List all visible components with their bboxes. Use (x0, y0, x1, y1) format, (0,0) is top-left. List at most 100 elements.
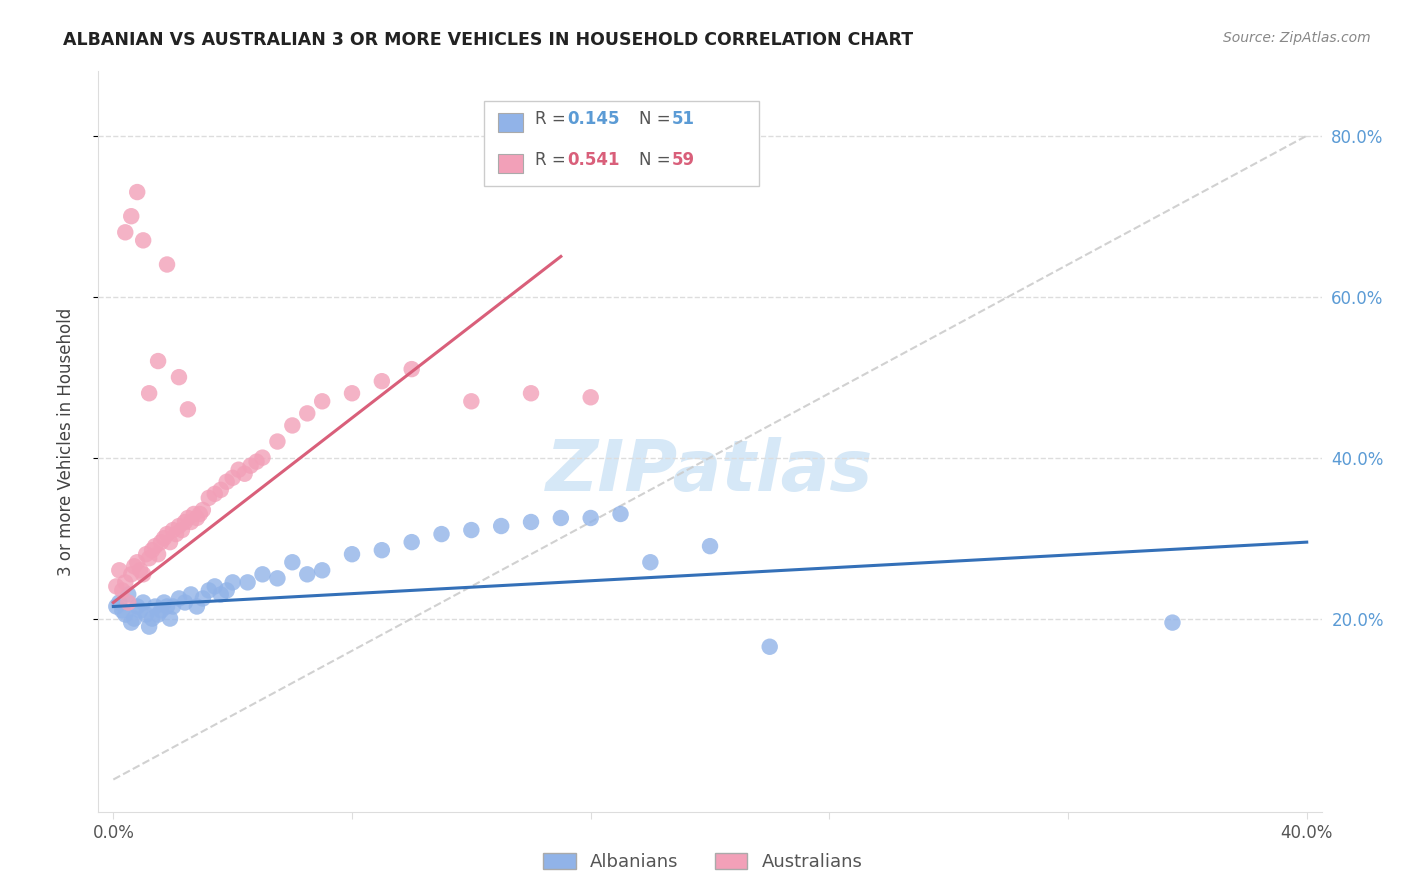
Point (159, 611, 181, 625)
Point (120, 615, 142, 630)
Point (233, 467, 256, 481)
Text: 59: 59 (672, 151, 695, 169)
Point (165, 527, 187, 541)
Point (371, 374, 394, 388)
Point (132, 595, 155, 609)
Point (1161, 615, 1184, 630)
Point (460, 394, 482, 409)
Point (460, 523, 482, 537)
Point (156, 599, 179, 614)
Point (111, 583, 134, 598)
Point (156, 258, 179, 272)
Point (162, 599, 184, 614)
Point (162, 523, 184, 537)
Point (170, 523, 193, 537)
Point (311, 563, 333, 577)
Point (297, 406, 319, 420)
Point (153, 595, 176, 609)
Point (221, 575, 243, 590)
Point (188, 507, 211, 521)
Point (132, 233, 155, 247)
Point (108, 595, 131, 609)
Text: 0.541: 0.541 (567, 151, 620, 169)
FancyBboxPatch shape (498, 153, 523, 173)
Point (114, 575, 136, 590)
Point (520, 515, 543, 529)
Point (281, 555, 304, 569)
Point (138, 619, 160, 633)
Point (117, 595, 139, 609)
Point (340, 386, 363, 401)
Point (209, 483, 232, 497)
Text: R =: R = (536, 151, 571, 169)
Point (266, 434, 288, 449)
Point (186, 599, 208, 614)
Point (132, 567, 155, 582)
Point (138, 551, 160, 566)
Point (141, 611, 163, 625)
FancyBboxPatch shape (484, 101, 759, 186)
Text: N =: N = (640, 111, 676, 128)
Point (579, 511, 602, 525)
Point (266, 571, 288, 585)
Point (520, 386, 543, 401)
Point (129, 603, 152, 617)
Y-axis label: 3 or more Vehicles in Household: 3 or more Vehicles in Household (56, 308, 75, 575)
Point (371, 543, 394, 558)
Point (108, 563, 131, 577)
Text: ZIPatlas: ZIPatlas (547, 437, 873, 506)
Text: Source: ZipAtlas.com: Source: ZipAtlas.com (1223, 31, 1371, 45)
Point (143, 539, 166, 553)
Point (105, 579, 128, 593)
Point (159, 535, 181, 549)
Point (177, 402, 200, 417)
Point (209, 587, 232, 601)
Point (135, 607, 157, 622)
Point (340, 547, 363, 561)
Point (758, 640, 780, 654)
Point (117, 587, 139, 601)
Point (127, 185, 149, 199)
Point (146, 607, 169, 622)
Point (127, 555, 149, 569)
Point (245, 455, 267, 469)
Point (297, 567, 319, 582)
Point (146, 547, 169, 561)
Point (120, 209, 142, 223)
Point (236, 575, 259, 590)
Point (186, 511, 208, 525)
Point (228, 463, 250, 477)
Point (579, 390, 602, 404)
Point (167, 519, 190, 533)
Point (550, 511, 572, 525)
Point (105, 599, 128, 614)
Point (183, 507, 205, 521)
Point (177, 511, 200, 525)
Point (167, 370, 190, 384)
Text: 0.145: 0.145 (567, 111, 620, 128)
Point (239, 458, 262, 473)
Point (141, 543, 163, 558)
Point (198, 583, 221, 598)
Point (122, 611, 145, 625)
Point (489, 519, 512, 533)
Point (699, 539, 721, 553)
Text: 51: 51 (672, 111, 695, 128)
Point (215, 583, 238, 598)
Point (143, 599, 166, 614)
Point (191, 591, 214, 606)
Point (120, 567, 142, 582)
Point (174, 595, 197, 609)
Point (640, 555, 662, 569)
Point (252, 567, 274, 582)
Point (430, 527, 453, 541)
Legend: Albanians, Australians: Albanians, Australians (536, 846, 870, 879)
Point (138, 386, 160, 401)
Point (167, 591, 190, 606)
Point (135, 547, 157, 561)
Point (153, 531, 176, 545)
Point (180, 515, 202, 529)
Point (129, 563, 152, 577)
Point (252, 450, 274, 465)
Text: R =: R = (536, 111, 571, 128)
